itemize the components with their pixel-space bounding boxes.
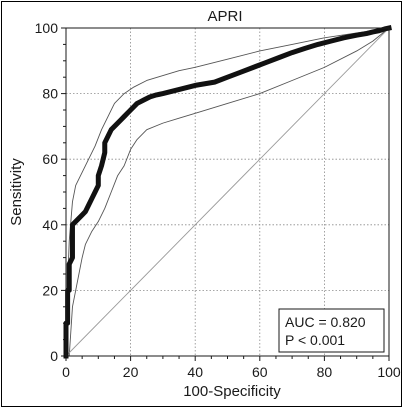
x-tick-label: 40 [187, 364, 203, 380]
upper-ci-line [65, 27, 390, 357]
auc-annotation-box: AUC = 0.820 P < 0.001 [278, 308, 385, 353]
y-tick-label: 60 [42, 151, 58, 167]
lower-ci-line [66, 27, 390, 357]
reference-diagonal-line [65, 27, 390, 357]
y-tick-label: 100 [35, 20, 59, 36]
x-tick-label: 60 [252, 364, 268, 380]
roc-curve-line [63, 25, 392, 359]
x-tick-label: 0 [62, 364, 70, 380]
y-tick-label: 20 [42, 282, 58, 298]
axis-ticks: 0 20 40 60 80 100 0 20 40 60 80 100 [35, 20, 401, 380]
plot-border [65, 27, 390, 357]
roc-curves [63, 25, 392, 359]
x-axis-label: 100-Specificity [183, 383, 281, 400]
x-tick-label: 100 [377, 364, 401, 380]
p-value-text: P < 0.001 [285, 332, 345, 348]
x-tick-label: 80 [317, 364, 333, 380]
gridlines [66, 28, 389, 356]
x-tick-label: 20 [123, 364, 139, 380]
y-tick-label: 40 [42, 217, 58, 233]
y-axis-label: Sensitivity [8, 158, 25, 226]
y-tick-label: 80 [42, 86, 58, 102]
auc-text: AUC = 0.820 [285, 314, 366, 330]
chart-title: APRI [207, 8, 242, 25]
y-tick-label: 0 [50, 348, 58, 364]
